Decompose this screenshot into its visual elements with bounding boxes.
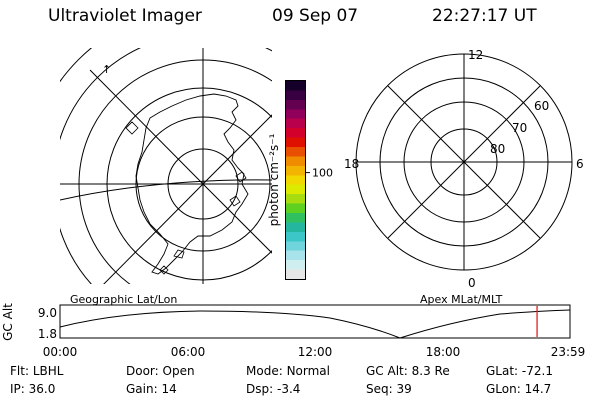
- status-dsp: Dsp: -3.4: [246, 382, 301, 396]
- timeline-xtick: 12:00: [298, 345, 333, 359]
- time-label: 22:27:17 UT: [432, 6, 537, 26]
- mlat-label-60: 60: [534, 99, 549, 113]
- altitude-curve: [59, 309, 571, 339]
- coastline-islands: [125, 121, 247, 275]
- timeline-frame: [59, 304, 571, 339]
- apex-label: Apex MLat/MLT: [420, 293, 503, 306]
- colorbar-scale: 10010 photon cm⁻²s⁻¹: [267, 133, 333, 226]
- status-gain: Gain: 14: [126, 382, 177, 396]
- timeline-ylabel: GC Alt: [1, 303, 15, 341]
- timeline-xtick: 18:00: [426, 345, 461, 359]
- status-glat: GLat: -72.1: [486, 364, 553, 378]
- status-mode: Mode: Normal: [246, 364, 330, 378]
- status-door: Door: Open: [126, 364, 195, 378]
- mlt-label-noon: 12: [468, 48, 483, 62]
- geo-meridian: [202, 114, 272, 185]
- viewing-arc: [60, 179, 272, 201]
- status-glon: GLon: 14.7: [486, 382, 552, 396]
- timeline-ytick-top: 9.0: [38, 306, 57, 320]
- antarctica-coastline: [135, 93, 249, 275]
- geo-meridian: [103, 183, 204, 284]
- mlt-label-dawn: 6: [576, 157, 584, 171]
- geographic-label: Geographic Lat/Lon: [70, 293, 178, 306]
- status-seq: Seq: 39: [366, 382, 412, 396]
- status-ip: IP: 36.0: [10, 382, 56, 396]
- timeline-xtick: 06:00: [171, 345, 206, 359]
- mlt-label-midnight: 0: [468, 276, 476, 290]
- timeline-ytick-bottom: 1.8: [38, 327, 57, 341]
- colorbar: [285, 80, 306, 280]
- mlat-label-80: 80: [490, 142, 505, 156]
- status-gc-alt: GC Alt: 8.3 Re: [366, 364, 450, 378]
- colorbar-unit-label: photon cm⁻²s⁻¹: [267, 133, 281, 226]
- timeline-xtick: 00:00: [43, 345, 78, 359]
- instrument-title: Ultraviolet Imager: [48, 6, 202, 26]
- timeline-xtick: 23:59: [551, 345, 586, 359]
- geo-arc-marker: ↑: [102, 63, 111, 76]
- geo-meridian: [202, 183, 272, 254]
- mlat-label-70: 70: [512, 121, 527, 135]
- status-filter: Flt: LBHL: [10, 364, 64, 378]
- mlt-label-dusk: 18: [344, 157, 359, 171]
- date-label: 09 Sep 07: [272, 6, 359, 26]
- polar-mlt-line: [387, 85, 541, 239]
- colorbar-tick-label: 100: [312, 167, 333, 180]
